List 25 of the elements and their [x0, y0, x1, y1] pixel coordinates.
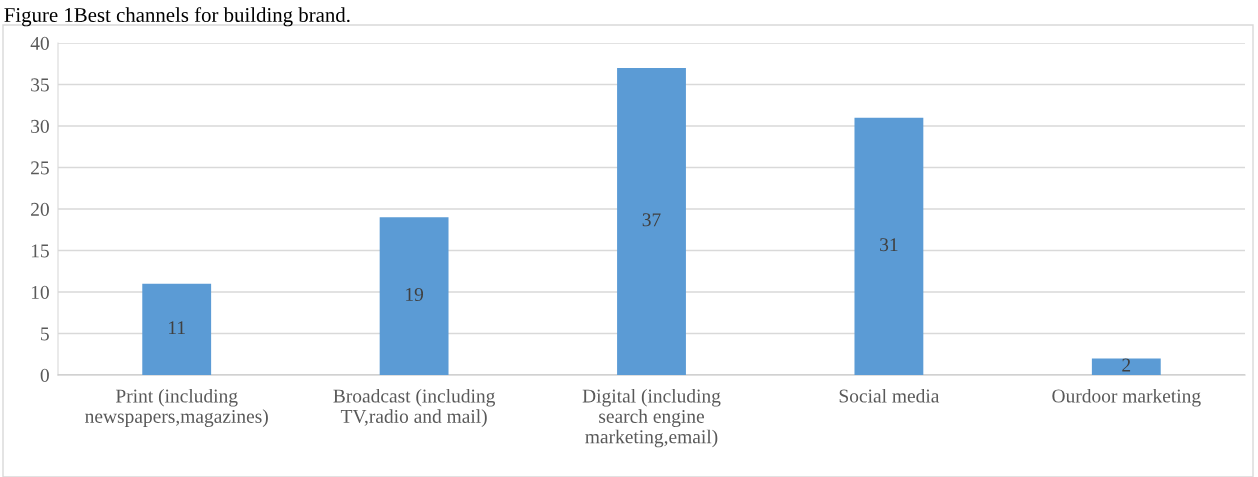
x-tick-label: Broadcast (including TV,radio and mail) — [333, 388, 495, 427]
bar — [617, 67, 686, 375]
data-label: 2 — [1122, 358, 1131, 372]
data-label: 37 — [642, 213, 661, 227]
bar — [379, 217, 449, 375]
y-tick-label: 20 — [31, 202, 49, 216]
y-tick-label: 40 — [30, 36, 49, 50]
y-tick-label: 30 — [31, 119, 49, 133]
y-tick-label: 15 — [31, 244, 49, 258]
y-tick-label: 25 — [31, 161, 49, 175]
bar — [142, 283, 212, 375]
y-tick-label: 10 — [31, 285, 49, 299]
y-tick-label: 5 — [41, 327, 49, 341]
data-label: 11 — [169, 321, 185, 335]
x-tick-label: Ourdoor marketing — [1052, 388, 1201, 407]
x-tick-label: Digital (including search engine marketing,email) — [582, 388, 721, 448]
x-tick-label: Print (including newspapers,magazines) — [85, 388, 268, 427]
data-label: 19 — [406, 287, 424, 302]
data-label: 31 — [880, 238, 898, 252]
x-tick-label: Social media — [839, 388, 940, 403]
bar — [854, 117, 924, 375]
y-tick-label: 0 — [40, 368, 49, 382]
bar — [1091, 358, 1161, 375]
chart-title: Figure 1Best channels for building brand. — [4, 7, 350, 27]
y-tick-label: 35 — [31, 78, 49, 92]
